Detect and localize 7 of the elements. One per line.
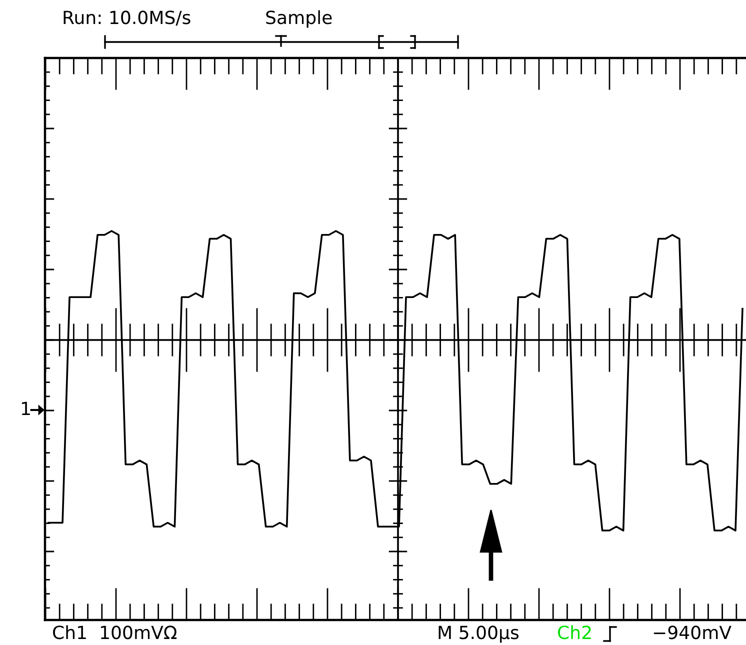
text: M 5.00µs — [438, 626, 519, 643]
text: 1 — [22, 402, 30, 415]
text: Ch2 — [558, 625, 591, 640]
text: Ch1 100mVΩ — [53, 625, 177, 640]
text: Run: 10.0MS/s — [64, 10, 190, 26]
text: −940mV — [654, 626, 732, 640]
text: Sample — [266, 10, 332, 28]
